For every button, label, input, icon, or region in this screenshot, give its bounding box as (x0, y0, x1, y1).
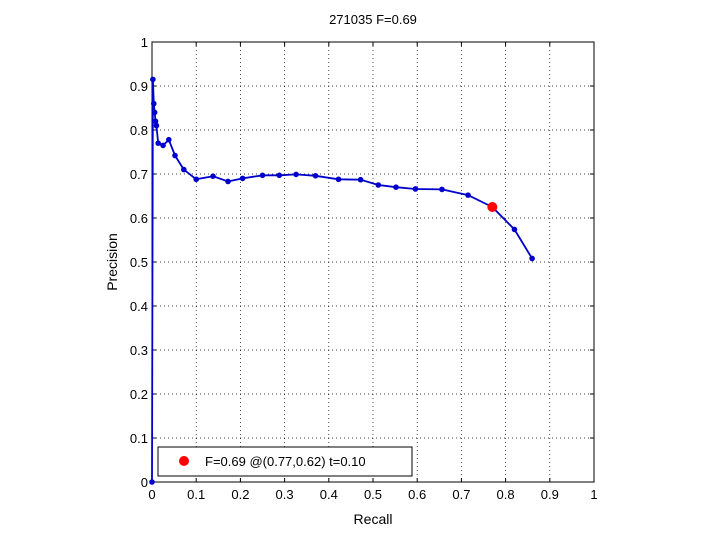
pr-curve-point (375, 182, 382, 188)
y-tick-label: 0 (141, 475, 148, 490)
data-series (149, 76, 535, 485)
pr-curve-point (439, 186, 445, 193)
pr-curve-point (160, 142, 166, 149)
pr-curve-point (312, 172, 319, 179)
y-tick-label: 1 (141, 35, 148, 50)
x-axis-label: Recall (354, 511, 393, 527)
pr-curve-point (165, 136, 172, 143)
x-tick-label: 0.2 (231, 487, 249, 502)
x-tick-label: 0.7 (452, 487, 470, 502)
x-tick-label: 1 (590, 487, 597, 502)
pr-curve-point (465, 192, 471, 198)
pr-curve-point (151, 109, 158, 116)
pr-curve-point (152, 118, 159, 124)
pr-curve-point (357, 176, 364, 183)
x-tick-label: 0 (148, 487, 155, 502)
pr-curve-point (193, 176, 199, 183)
y-tick-label: 0.3 (130, 343, 148, 358)
y-tick-label: 0.9 (130, 79, 148, 94)
pr-curve-point (259, 172, 266, 179)
pr-curve-point (153, 122, 160, 129)
pr-curve-point (225, 178, 231, 185)
pr-curve-point (335, 176, 342, 183)
best-f-point (487, 202, 498, 212)
y-tick-label: 0.6 (130, 211, 148, 226)
x-tick-label: 0.1 (187, 487, 205, 502)
y-tick-label: 0.8 (130, 123, 148, 138)
pr-curve-point (155, 140, 161, 146)
y-tick-label: 0.4 (130, 299, 148, 314)
y-tick-label: 0.1 (130, 431, 148, 446)
pr-curve-point (150, 76, 156, 83)
x-tick-label: 0.4 (320, 487, 338, 502)
x-tick-label: 0.9 (541, 487, 559, 502)
x-tick-label: 0.3 (276, 487, 294, 502)
pr-curve-point (511, 226, 518, 233)
pr-curve-point (293, 171, 299, 178)
chart-title: 271035 F=0.69 (329, 12, 417, 27)
pr-curve-point (210, 173, 216, 179)
x-tick-label: 0.5 (364, 487, 382, 502)
pr-curve-point (276, 172, 283, 179)
axis-ticks: 0 0.1 0.2 0.3 0.4 0.5 0.6 0.7 0.8 0.9 1 0 0.1 0.2 0.3 0… (130, 35, 598, 502)
y-tick-label: 0.7 (130, 167, 148, 182)
pr-curve-point (412, 186, 419, 192)
pr-curve-point (393, 184, 399, 190)
legend: F=0.69 @(0.77,0.62) t=0.10 (157, 446, 413, 477)
grid-lines (152, 42, 594, 482)
pr-curve-point (529, 255, 535, 262)
x-tick-label: 0.8 (497, 487, 515, 502)
legend-box (157, 446, 413, 477)
pr-curve-point (150, 100, 157, 107)
x-tick-label: 0.6 (408, 487, 426, 502)
y-axis-label: Precision (104, 233, 120, 291)
pr-curve-point (181, 166, 187, 173)
pr-curve-point (239, 175, 246, 182)
legend-marker (179, 456, 189, 466)
legend-label: F=0.69 @(0.77,0.62) t=0.10 (205, 454, 366, 469)
y-tick-label: 0.2 (130, 387, 148, 402)
pr-curve-point (149, 479, 155, 485)
y-tick-label: 0.5 (130, 255, 148, 270)
pr-curve-point (172, 152, 178, 159)
